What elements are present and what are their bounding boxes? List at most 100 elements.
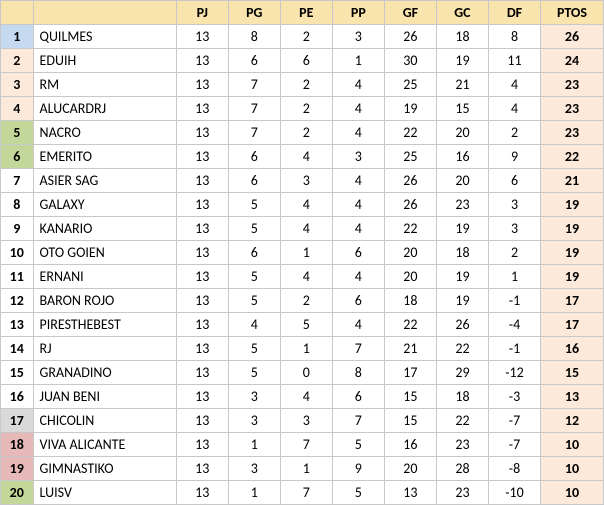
table-row: 2EDUIH1366130191124 (1, 49, 604, 73)
pe-cell: 1 (280, 337, 332, 361)
gf-cell: 19 (384, 97, 436, 121)
team-cell: OTO GOIEN (33, 241, 176, 265)
df-cell: 8 (488, 25, 540, 49)
df-cell: 1 (488, 265, 540, 289)
rank-cell: 16 (1, 385, 34, 409)
pe-cell: 5 (280, 313, 332, 337)
ptos-cell: 15 (541, 361, 604, 385)
pp-cell: 5 (332, 433, 384, 457)
pj-cell: 13 (176, 73, 228, 97)
rank-cell: 15 (1, 361, 34, 385)
gc-cell: 29 (436, 361, 488, 385)
team-cell: GIMNASTIKO (33, 457, 176, 481)
gc-cell: 19 (436, 217, 488, 241)
table-row: 5NACRO137242220223 (1, 121, 604, 145)
pp-cell: 4 (332, 73, 384, 97)
rank-cell: 8 (1, 193, 34, 217)
ptos-cell: 23 (541, 121, 604, 145)
ptos-cell: 24 (541, 49, 604, 73)
gc-cell: 20 (436, 169, 488, 193)
pg-cell: 7 (228, 121, 280, 145)
pp-cell: 5 (332, 481, 384, 505)
ptos-cell: 26 (541, 25, 604, 49)
df-cell: 2 (488, 241, 540, 265)
rank-cell: 19 (1, 457, 34, 481)
pg-cell: 5 (228, 217, 280, 241)
df-cell: 3 (488, 193, 540, 217)
team-cell: KANARIO (33, 217, 176, 241)
pj-cell: 13 (176, 49, 228, 73)
pg-cell: 1 (228, 481, 280, 505)
pj-cell: 13 (176, 97, 228, 121)
pg-cell: 4 (228, 313, 280, 337)
pe-cell: 4 (280, 385, 332, 409)
team-cell: VIVA ALICANTE (33, 433, 176, 457)
pp-cell: 4 (332, 169, 384, 193)
table-row: 6EMERITO136432516922 (1, 145, 604, 169)
team-cell: LUISV (33, 481, 176, 505)
df-cell: 9 (488, 145, 540, 169)
header-blank-rank (1, 1, 34, 25)
rank-cell: 14 (1, 337, 34, 361)
pj-cell: 13 (176, 121, 228, 145)
pj-cell: 13 (176, 241, 228, 265)
team-cell: JUAN BENI (33, 385, 176, 409)
gc-cell: 28 (436, 457, 488, 481)
table-row: 19GIMNASTIKO133192028-810 (1, 457, 604, 481)
gf-cell: 20 (384, 457, 436, 481)
table-row: 15GRANADINO135081729-1215 (1, 361, 604, 385)
ptos-cell: 13 (541, 385, 604, 409)
df-cell: -3 (488, 385, 540, 409)
pp-cell: 1 (332, 49, 384, 73)
df-cell: 6 (488, 169, 540, 193)
pe-cell: 0 (280, 361, 332, 385)
pp-cell: 4 (332, 265, 384, 289)
pg-cell: 5 (228, 361, 280, 385)
pe-cell: 4 (280, 217, 332, 241)
pe-cell: 7 (280, 481, 332, 505)
pe-cell: 4 (280, 193, 332, 217)
pg-cell: 5 (228, 337, 280, 361)
ptos-cell: 21 (541, 169, 604, 193)
header-gf: GF (384, 1, 436, 25)
pe-cell: 6 (280, 49, 332, 73)
ptos-cell: 23 (541, 73, 604, 97)
ptos-cell: 19 (541, 217, 604, 241)
gc-cell: 19 (436, 265, 488, 289)
df-cell: 2 (488, 121, 540, 145)
pj-cell: 13 (176, 169, 228, 193)
table-row: 4ALUCARDRJ137241915423 (1, 97, 604, 121)
team-cell: PIRESTHEBEST (33, 313, 176, 337)
header-pg: PG (228, 1, 280, 25)
gf-cell: 22 (384, 121, 436, 145)
gf-cell: 18 (384, 289, 436, 313)
df-cell: -10 (488, 481, 540, 505)
df-cell: 4 (488, 73, 540, 97)
rank-cell: 5 (1, 121, 34, 145)
pj-cell: 13 (176, 217, 228, 241)
team-cell: RM (33, 73, 176, 97)
gf-cell: 15 (384, 409, 436, 433)
rank-cell: 10 (1, 241, 34, 265)
pe-cell: 2 (280, 289, 332, 313)
ptos-cell: 17 (541, 289, 604, 313)
pj-cell: 13 (176, 457, 228, 481)
pg-cell: 5 (228, 193, 280, 217)
rank-cell: 4 (1, 97, 34, 121)
pe-cell: 1 (280, 457, 332, 481)
header-blank-team (33, 1, 176, 25)
standings-table: PJ PG PE PP GF GC DF PTOS 1QUILMES138232… (0, 0, 604, 505)
team-cell: GRANADINO (33, 361, 176, 385)
gf-cell: 16 (384, 433, 436, 457)
header-row: PJ PG PE PP GF GC DF PTOS (1, 1, 604, 25)
team-cell: BARON ROJO (33, 289, 176, 313)
df-cell: -7 (488, 409, 540, 433)
df-cell: 3 (488, 217, 540, 241)
pj-cell: 13 (176, 433, 228, 457)
gf-cell: 22 (384, 217, 436, 241)
team-cell: ASIER SAG (33, 169, 176, 193)
pp-cell: 6 (332, 289, 384, 313)
header-pe: PE (280, 1, 332, 25)
rank-cell: 17 (1, 409, 34, 433)
ptos-cell: 16 (541, 337, 604, 361)
